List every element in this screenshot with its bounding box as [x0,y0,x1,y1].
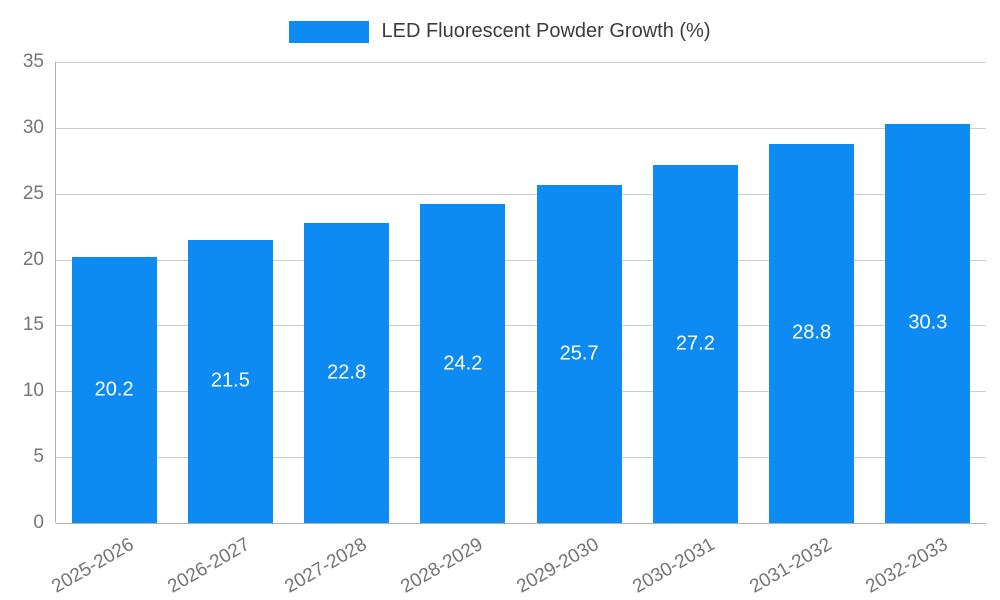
bar: 30.3 [885,123,971,523]
bar: 24.2 [420,204,506,523]
bar: 25.7 [536,184,622,523]
bar: 20.2 [71,256,157,523]
bar-value-label: 22.8 [327,361,367,384]
gridline [56,325,986,327]
legend: LED Fluorescent Powder Growth (%) [0,20,1000,43]
y-axis-tick-label: 5 [33,446,44,468]
y-axis-tick-label: 0 [33,512,44,533]
y-axis-tick-label: 30 [22,116,44,138]
gridline [56,259,986,261]
gridline [56,457,986,459]
bar-value-label: 27.2 [675,332,715,355]
bar-value-label: 24.2 [443,352,483,375]
y-axis-tick-label: 15 [22,314,44,336]
chart-title: LED Fluorescent Powder Growth (%) [381,20,711,42]
bar-value-label: 30.3 [908,311,948,334]
y-axis-tick-label: 10 [22,380,44,402]
legend-swatch [289,20,370,43]
plot-area: 20.2 21.5 22.8 24.2 25.7 27.2 28.8 30.3 [55,62,986,524]
bar-value-label: 28.8 [792,321,832,344]
bar: 27.2 [652,164,738,523]
y-axis-tick-label: 20 [22,248,44,270]
bar-value-label: 20.2 [94,378,134,401]
bar-value-label: 25.7 [559,342,599,365]
y-axis-tick-label: 25 [22,182,44,204]
x-axis-line [56,523,986,524]
gridline [56,62,986,63]
y-axis-tick-label: 35 [22,51,44,72]
x-axis-label: 2025-2026 [48,534,138,598]
bar: 22.8 [304,222,390,523]
bar-value-label: 21.5 [210,369,250,392]
bar: 28.8 [769,143,855,523]
gridline [56,391,986,393]
gridline [56,127,986,129]
gridline [56,193,986,195]
bar: 21.5 [187,239,273,523]
